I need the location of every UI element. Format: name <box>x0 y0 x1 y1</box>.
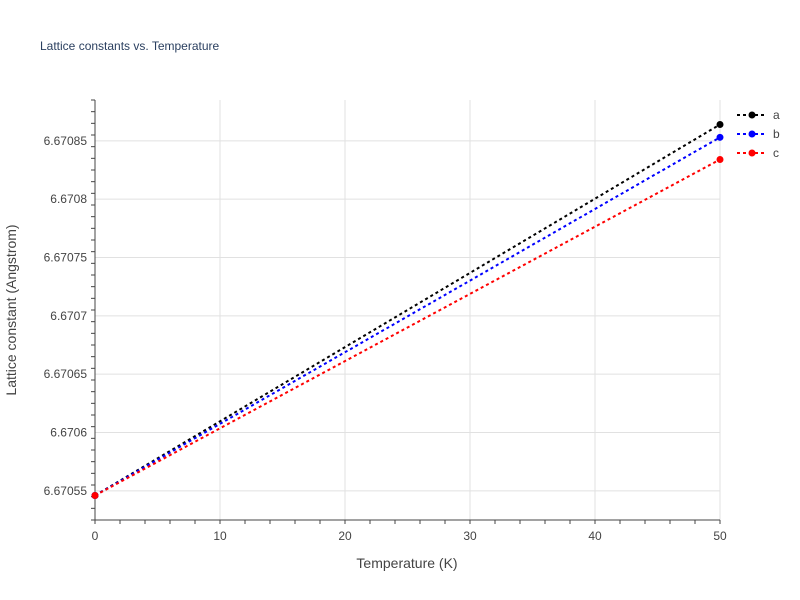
y-tick-label: 6.6707 <box>50 309 87 323</box>
x-tick-label: 20 <box>338 529 352 543</box>
x-tick-label: 30 <box>463 529 477 543</box>
legend[interactable]: abc <box>737 108 780 160</box>
legend-label-b[interactable]: b <box>773 127 780 141</box>
x-tick-label: 0 <box>92 529 99 543</box>
data-point-b[interactable] <box>716 133 724 141</box>
data-point-c[interactable] <box>716 156 724 163</box>
series-line-b <box>94 136 721 497</box>
x-axis-title: Temperature (K) <box>356 555 457 571</box>
legend-label-a[interactable]: a <box>773 108 780 122</box>
series-line-a <box>94 123 721 497</box>
x-tick-label: 10 <box>213 529 227 543</box>
y-tick-label: 6.6706 <box>50 426 87 440</box>
axes: 6.67055 6.6706 6.67065 6.6707 6.67075 6.6708 6… <box>44 99 727 543</box>
grid-lines <box>94 100 721 520</box>
y-tick-label: 6.67055 <box>44 484 88 498</box>
legend-swatch-marker-c <box>748 149 756 157</box>
data-point-a[interactable] <box>716 121 724 128</box>
y-axis-title: Lattice constant (Angstrom) <box>3 224 19 395</box>
legend-swatch-marker-b <box>748 130 756 138</box>
y-tick-label: 6.67085 <box>44 134 88 148</box>
chart-title: Lattice constants vs. Temperature <box>40 39 220 53</box>
x-tick-label: 50 <box>713 529 727 543</box>
x-tick-label: 40 <box>588 529 602 543</box>
y-tick-label: 6.6708 <box>50 192 87 206</box>
y-tick-label: 6.67065 <box>44 367 88 381</box>
legend-label-c[interactable]: c <box>773 146 779 160</box>
series-layer <box>91 121 724 499</box>
y-tick-label: 6.67075 <box>44 251 88 265</box>
series-line-c <box>94 158 721 497</box>
data-point-c[interactable] <box>91 492 99 499</box>
legend-swatch-marker-a <box>748 111 756 119</box>
